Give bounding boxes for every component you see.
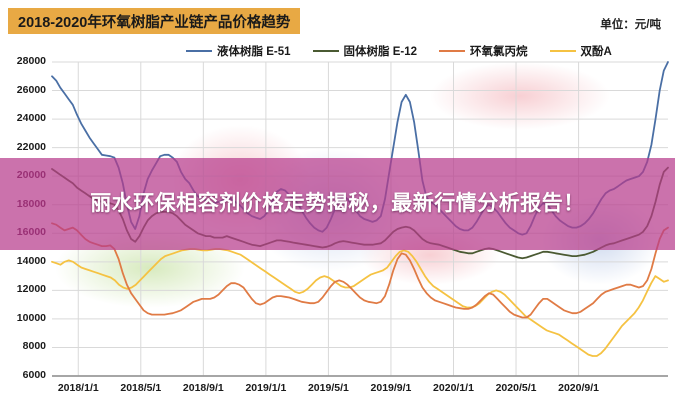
overlay-headline-text: 丽水环保相容剂价格走势揭秘，最新行情分析报告！ (90, 192, 585, 216)
y-axis-tick: 22000 (16, 140, 46, 153)
legend-item-0[interactable]: 液体树脂 E-51 (186, 43, 291, 59)
x-axis-tick: 2019/5/1 (307, 382, 349, 394)
y-axis-tick: 6000 (22, 369, 46, 381)
series-line-3 (51, 248, 669, 357)
legend-item-2[interactable]: 环氧氯丙烷 (439, 43, 528, 59)
legend-line-swatch (186, 50, 212, 52)
x-axis-tick: 2020/9/1 (558, 382, 599, 394)
y-axis-tick: 28000 (16, 55, 46, 67)
y-axis-tick: 26000 (16, 83, 46, 96)
legend-line-swatch (439, 50, 465, 52)
x-axis-tick: 2020/5/1 (495, 382, 537, 394)
legend-line-swatch (312, 50, 339, 52)
y-axis-tick: 14000 (16, 254, 46, 267)
legend-label: 液体树脂 E-51 (217, 46, 291, 58)
y-axis-tick: 12000 (16, 283, 46, 296)
overlay-banner-band (0, 158, 675, 250)
y-axis-tick: 8000 (22, 340, 46, 353)
y-axis-tick: 10000 (16, 311, 46, 324)
legend-item-1[interactable]: 固体树脂 E-12 (312, 43, 418, 59)
series-line-2 (51, 222, 669, 319)
legend-line-swatch (549, 50, 576, 52)
legend-label: 固体树脂 E-12 (343, 46, 418, 58)
x-axis-tick: 2020/1/1 (433, 382, 474, 394)
unit-label: 单位：元/吨 (600, 19, 661, 31)
x-axis-tick: 2019/9/1 (370, 382, 412, 394)
x-axis-tick: 2019/1/1 (245, 382, 287, 394)
page-title: 2018-2020年环氧树脂产业链产品价格趋势 (8, 8, 301, 34)
legend-item-3[interactable]: 双酚A (549, 43, 612, 59)
x-axis-tick: 2018/1/1 (57, 382, 99, 394)
x-axis-tick: 2018/9/1 (182, 382, 224, 394)
y-axis-tick: 24000 (16, 112, 46, 125)
chart-legend: 液体树脂 E-51 固体树脂 E-12 环氧氯丙烷 双酚A (186, 42, 612, 60)
x-axis-tick: 2018/5/1 (120, 382, 162, 394)
legend-label: 双酚A (580, 46, 612, 58)
legend-label: 环氧氯丙烷 (470, 46, 528, 58)
